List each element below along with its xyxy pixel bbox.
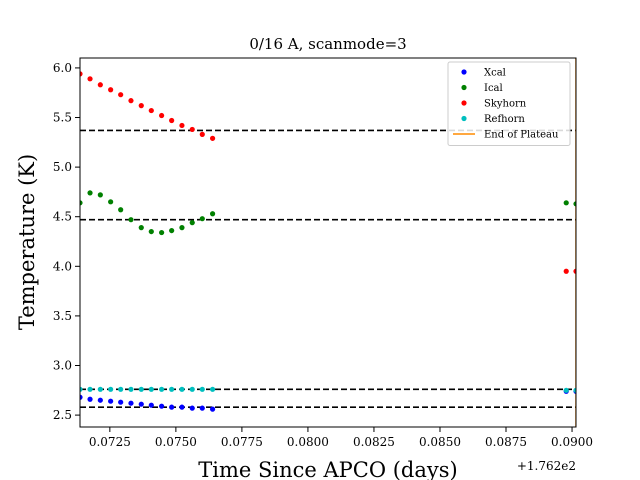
xcal-point xyxy=(179,404,185,410)
x-tick-label: 0.0875 xyxy=(485,435,527,449)
refhorn-point xyxy=(159,386,165,392)
legend-label: Ical xyxy=(484,83,503,94)
plot-frame xyxy=(79,57,577,428)
x-tick-label: 0.0900 xyxy=(551,435,593,449)
data-points xyxy=(80,71,576,412)
ical-point xyxy=(209,211,216,217)
xcal-point xyxy=(159,403,165,409)
legend-label: Xcal xyxy=(484,68,506,79)
refhorn-point xyxy=(108,386,114,392)
skyhorn-point xyxy=(108,87,114,93)
skyhorn-point xyxy=(80,71,83,77)
refhorn-point xyxy=(87,386,93,392)
skyhorn-point xyxy=(148,107,154,114)
xcal-point xyxy=(169,404,175,410)
legend-marker xyxy=(461,100,467,106)
y-tick-label: 3.5 xyxy=(53,309,72,323)
refhorn-point xyxy=(199,386,205,392)
ical-point xyxy=(97,192,103,198)
x-tick-label: 0.0850 xyxy=(419,435,461,449)
xcal-point xyxy=(138,401,144,407)
skyhorn-point xyxy=(199,131,205,137)
legend: Xcal Ical Skyhorn Refhorn End of Plateau xyxy=(447,61,571,146)
y-tick-label: 5.5 xyxy=(53,111,72,125)
ical-point xyxy=(189,220,195,226)
xcal-point xyxy=(108,398,114,404)
x-axis-label: Time Since APCO (days) xyxy=(198,458,457,480)
y-axis-ticks: 2.5 3.0 3.5 4.0 4.5 5.0 5.5 6.0 xyxy=(53,61,80,422)
refhorn-point xyxy=(169,386,175,392)
skyhorn-point xyxy=(189,126,195,133)
refhorn-point xyxy=(179,386,185,392)
y-tick-label: 2.5 xyxy=(53,408,72,422)
x-tick-label: 0.0775 xyxy=(221,435,263,449)
ical-point xyxy=(138,225,144,231)
reference-lines xyxy=(80,129,576,408)
ical-point xyxy=(108,199,114,205)
xcal-point xyxy=(209,406,216,412)
y-tick-label: 6.0 xyxy=(53,61,72,75)
refhorn-point xyxy=(563,387,569,393)
refhorn-point xyxy=(148,386,154,392)
skyhorn-point xyxy=(138,103,144,109)
ical-point xyxy=(87,190,93,196)
legend-marker xyxy=(461,69,467,75)
xcal-point xyxy=(97,397,103,403)
refhorn-point xyxy=(573,387,576,393)
xcal-point xyxy=(148,402,154,408)
ical-point xyxy=(199,216,205,222)
refhorn-point xyxy=(97,386,103,392)
legend-marker xyxy=(461,84,467,91)
ical-point xyxy=(179,225,185,231)
ical-point xyxy=(573,201,576,207)
xcal-point xyxy=(128,400,134,406)
ical-point xyxy=(128,217,134,223)
xcal-point xyxy=(80,394,83,400)
y-axis-label: Temperature (K) xyxy=(15,154,39,330)
refhorn-point xyxy=(118,386,124,392)
legend-label: Refhorn xyxy=(484,114,525,125)
refhorn-point xyxy=(80,386,83,392)
y-tick-label: 5.0 xyxy=(53,160,72,174)
ical-point xyxy=(563,200,569,206)
y-tick-label: 3.0 xyxy=(53,359,72,373)
ical-point xyxy=(118,207,124,213)
y-tick-label: 4.5 xyxy=(53,210,72,224)
x-axis-ticks: 0.0725 0.0750 0.0775 0.0800 0.0825 0.0850 0.08… xyxy=(89,427,593,449)
skyhorn-point xyxy=(97,82,103,88)
skyhorn-point xyxy=(563,268,569,274)
x-tick-label: 0.0750 xyxy=(155,435,197,449)
skyhorn-point xyxy=(169,117,175,124)
skyhorn-point xyxy=(159,112,165,119)
legend-box xyxy=(447,61,571,146)
x-axis-offset-label: +1.762e2 xyxy=(517,459,576,473)
legend-label: Skyhorn xyxy=(484,99,527,110)
ical-point xyxy=(159,229,165,236)
x-tick-label: 0.0800 xyxy=(287,435,329,449)
legend-label: End of Plateau xyxy=(484,130,559,141)
refhorn-point xyxy=(138,386,144,392)
chart-title: 0/16 A, scanmode=3 xyxy=(249,35,406,53)
ical-point xyxy=(169,227,175,234)
refhorn-point xyxy=(128,386,134,392)
xcal-point xyxy=(118,399,124,405)
ical-point xyxy=(80,200,83,206)
skyhorn-point xyxy=(87,76,93,82)
legend-marker xyxy=(461,115,467,122)
skyhorn-point xyxy=(128,98,134,104)
ical-point xyxy=(148,228,154,235)
x-tick-label: 0.0825 xyxy=(353,435,395,449)
xcal-point xyxy=(199,405,205,411)
y-tick-label: 4.0 xyxy=(53,259,72,273)
x-tick-label: 0.0725 xyxy=(89,435,131,449)
skyhorn-point xyxy=(179,122,185,129)
xcal-point xyxy=(189,405,195,411)
skyhorn-point xyxy=(118,92,124,98)
skyhorn-point xyxy=(209,135,216,141)
xcal-point xyxy=(87,396,93,402)
refhorn-point xyxy=(209,386,216,392)
skyhorn-point xyxy=(573,268,576,274)
refhorn-point xyxy=(189,386,195,392)
